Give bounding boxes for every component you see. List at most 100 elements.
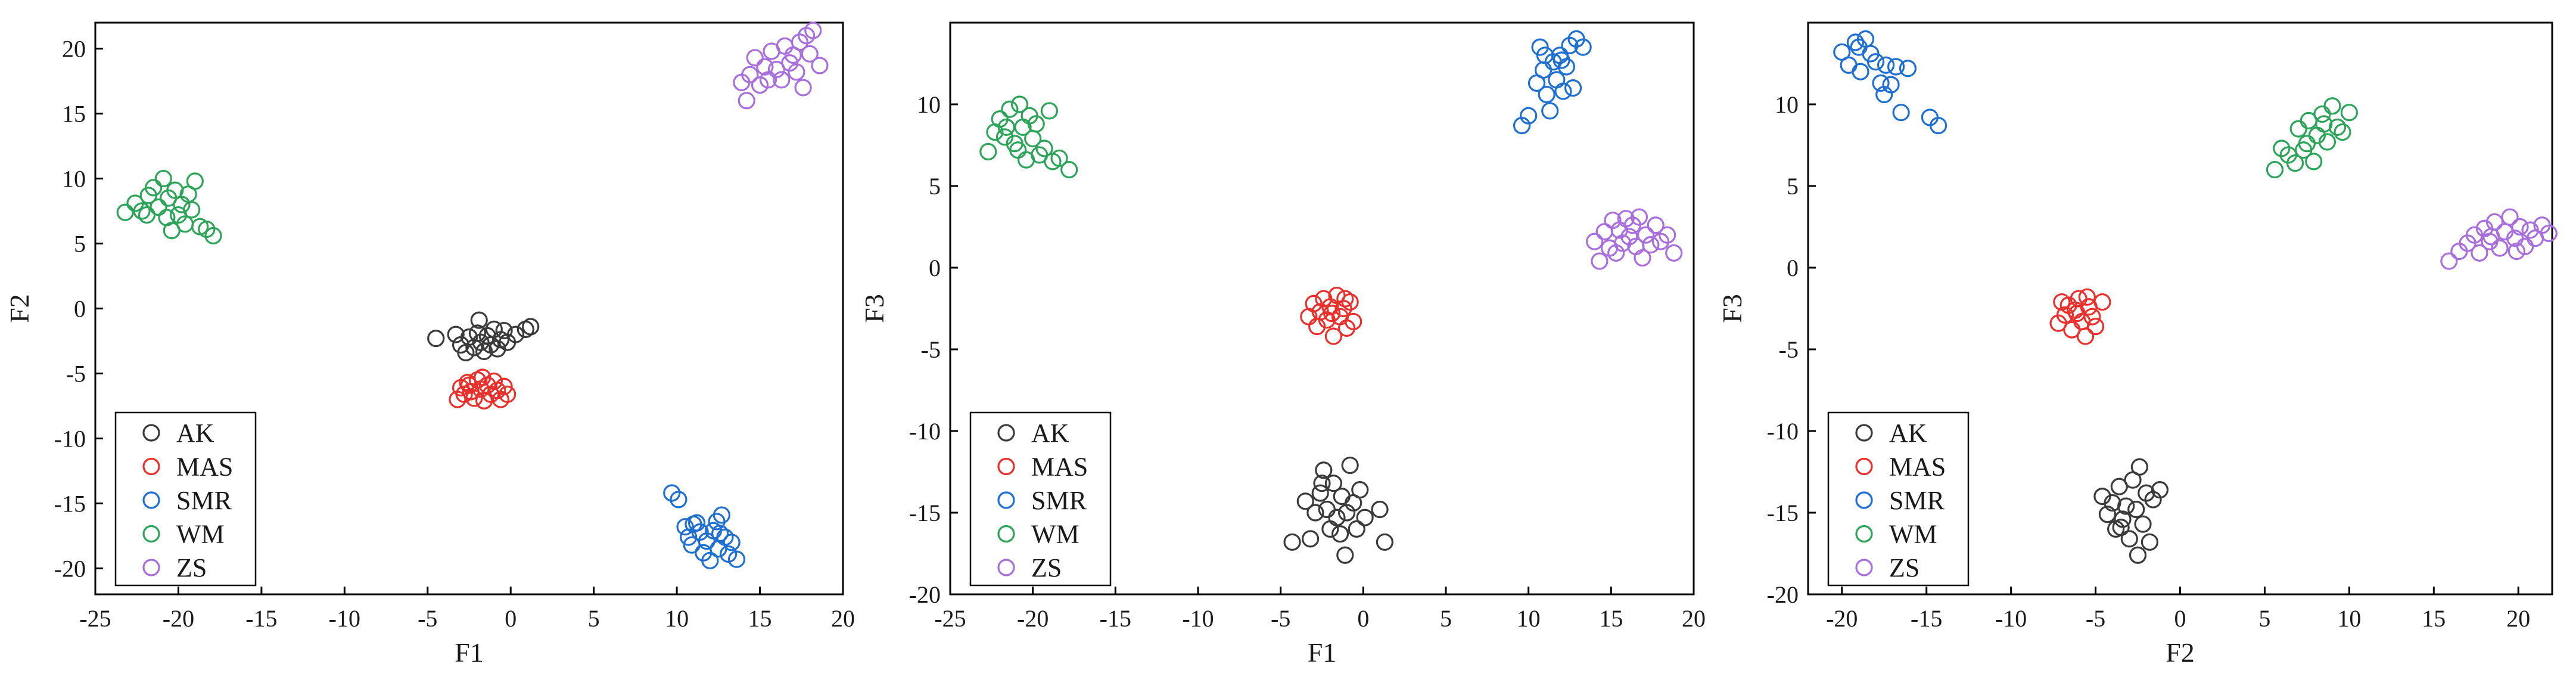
- data-point: [1001, 100, 1019, 118]
- legend-marker-mas: [1855, 457, 1873, 476]
- data-point: [1311, 484, 1329, 502]
- series-mas: [1300, 286, 1362, 345]
- x-axis-label: F1: [455, 637, 484, 668]
- data-point: [727, 550, 746, 568]
- data-point: [1520, 107, 1538, 125]
- data-point: [1341, 456, 1359, 475]
- data-point: [1535, 61, 1553, 79]
- x-tick-label: 10: [665, 605, 689, 632]
- y-tick-label: -5: [921, 336, 941, 363]
- data-point: [1651, 232, 1670, 250]
- data-point: [1315, 461, 1333, 479]
- data-point: [2130, 458, 2148, 476]
- data-point: [2112, 519, 2130, 537]
- x-tick-label: -20: [1017, 605, 1049, 632]
- series-zs: [1586, 208, 1683, 270]
- data-point: [781, 54, 799, 72]
- data-point: [741, 66, 759, 83]
- data-point: [2328, 118, 2347, 136]
- x-tick-label: -10: [1182, 605, 1214, 632]
- data-point: [1872, 74, 1890, 92]
- data-point: [2134, 515, 2152, 533]
- data-point: [2318, 133, 2337, 151]
- data-point: [1866, 53, 1885, 71]
- data-point: [186, 172, 204, 190]
- data-point: [154, 169, 172, 188]
- data-point: [468, 324, 487, 342]
- series-ak: [2093, 458, 2169, 564]
- y-tick-label: 5: [1787, 173, 1799, 200]
- y-tick-label: 20: [62, 36, 86, 63]
- legend-label-ak: AK: [176, 418, 214, 448]
- y-tick-label: -20: [909, 581, 941, 608]
- data-point: [2266, 161, 2284, 179]
- data-point: [460, 376, 478, 394]
- y-axis-label: F2: [4, 294, 35, 323]
- y-tick-label: -10: [54, 425, 86, 452]
- data-point: [2104, 494, 2121, 512]
- data-point: [1850, 38, 1868, 56]
- data-point: [1637, 226, 1655, 244]
- data-point: [1892, 104, 1910, 122]
- data-point: [759, 71, 777, 89]
- legend-marker-smr: [997, 491, 1015, 509]
- data-point: [804, 21, 822, 39]
- y-tick-label: 5: [74, 231, 86, 258]
- data-point: [2286, 154, 2304, 172]
- data-point: [2117, 497, 2135, 515]
- series-zs: [2440, 208, 2558, 270]
- data-point: [427, 330, 445, 348]
- data-point: [811, 57, 829, 75]
- data-point: [1010, 95, 1029, 113]
- data-point: [1634, 249, 1651, 267]
- series-smr: [1513, 30, 1592, 135]
- legend-box: [114, 411, 257, 587]
- x-tick-label: -25: [934, 605, 966, 632]
- data-point: [116, 203, 134, 221]
- data-point: [1665, 244, 1683, 262]
- data-point: [2076, 327, 2095, 345]
- data-point: [2482, 228, 2500, 246]
- legend-label-mas: MAS: [1889, 452, 1946, 482]
- legend-label-zs: ZS: [176, 553, 207, 582]
- data-point: [1324, 327, 1343, 345]
- y-axis-label: F3: [1717, 294, 1747, 323]
- data-point: [1331, 525, 1349, 543]
- data-point: [676, 518, 694, 536]
- data-point: [150, 198, 167, 216]
- legend-label-mas: MAS: [1031, 452, 1088, 482]
- legend-marker-ak: [142, 424, 160, 442]
- data-point: [1371, 500, 1389, 519]
- legend-marker-smr: [142, 491, 160, 509]
- y-tick-label: 10: [62, 166, 86, 193]
- data-point: [2141, 533, 2159, 551]
- data-point: [1899, 60, 1917, 77]
- data-point: [474, 368, 491, 386]
- data-point: [2289, 120, 2307, 138]
- data-point: [1351, 481, 1369, 499]
- y-tick-label: 15: [62, 101, 86, 128]
- data-point: [685, 515, 702, 533]
- series-ak: [427, 311, 540, 362]
- data-point: [2491, 239, 2509, 257]
- data-point: [1338, 319, 1356, 337]
- y-tick-label: -5: [66, 360, 86, 387]
- data-point: [485, 372, 503, 390]
- data-point: [1846, 33, 1865, 51]
- x-tick-label: 5: [1440, 605, 1452, 632]
- data-point: [1341, 293, 1359, 311]
- data-point: [1321, 520, 1339, 538]
- x-tick-label: 20: [831, 605, 855, 632]
- y-tick-label: 10: [917, 91, 941, 118]
- data-point: [204, 227, 222, 245]
- legend-marker-zs: [997, 559, 1015, 576]
- legend-marker-ak: [997, 424, 1015, 442]
- x-tick-label: 0: [1357, 605, 1369, 632]
- x-tick-label: -5: [2086, 605, 2105, 632]
- x-tick-label: 0: [2174, 605, 2186, 632]
- data-point: [1929, 117, 1947, 135]
- x-tick-label: 5: [588, 605, 600, 632]
- series-smr: [663, 484, 746, 569]
- x-tick-label: -20: [1826, 605, 1858, 632]
- series-zs: [733, 21, 829, 110]
